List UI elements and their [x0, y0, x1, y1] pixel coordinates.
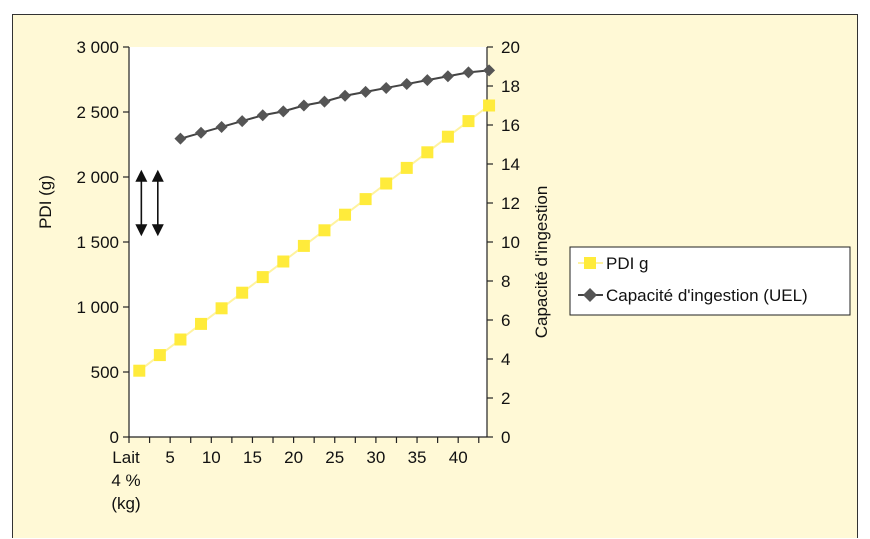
pdi-point — [297, 239, 310, 252]
left-tick-label: 3 000 — [76, 38, 119, 57]
capacity-point — [195, 126, 208, 139]
legend-marker-pdi — [584, 257, 596, 269]
pdi-point — [277, 255, 290, 268]
double-arrow-head-down — [151, 224, 164, 237]
x-tick-label: 25 — [325, 448, 344, 467]
left-tick-label: 500 — [91, 363, 119, 382]
x-tick-label: 15 — [243, 448, 262, 467]
right-tick-label: 10 — [501, 233, 520, 252]
x-axis-title-line: 4 % — [111, 471, 140, 490]
double-arrow-head-down — [135, 224, 148, 237]
capacity-point — [400, 78, 413, 91]
right-tick-label: 16 — [501, 116, 520, 135]
pdi-point — [483, 99, 496, 112]
x-tick-label: 30 — [366, 448, 385, 467]
pdi-point — [174, 333, 187, 346]
right-tick-label: 14 — [501, 155, 520, 174]
pdi-point — [256, 271, 269, 284]
right-tick-label: 6 — [501, 311, 510, 330]
capacity-point — [441, 70, 454, 83]
capacity-point — [174, 132, 187, 145]
left-tick-label: 1 000 — [76, 298, 119, 317]
capacity-point — [236, 115, 249, 128]
double-arrow-head-up — [151, 169, 164, 182]
capacity-point — [297, 99, 310, 112]
pdi-point — [236, 286, 249, 299]
series-line-1 — [180, 69, 490, 140]
pdi-point — [359, 193, 372, 206]
x-tick-label: 10 — [202, 448, 221, 467]
pdi-point — [153, 349, 166, 362]
right-axis-title: Capacité d'ingestion — [532, 186, 551, 339]
series-layer — [133, 64, 496, 377]
chart-svg: 0 500 1 000 1 500 2 000 2 500 3 000 0 2 4 6 8 10 12 14… — [36, 38, 851, 513]
right-tick-label: 20 — [501, 38, 520, 57]
left-axis-title: PDI (g) — [36, 175, 55, 229]
x-tick-label: 5 — [165, 448, 174, 467]
chart-frame: 0 500 1 000 1 500 2 000 2 500 3 000 0 2 4 6 8 10 12 14… — [12, 14, 858, 538]
capacity-point — [380, 81, 393, 94]
pdi-point — [195, 317, 208, 330]
x-tick-label: 35 — [408, 448, 427, 467]
capacity-point — [359, 85, 372, 98]
pdi-point — [215, 302, 228, 315]
pdi-point — [318, 224, 331, 237]
right-tick-label: 4 — [501, 350, 510, 369]
legend-label-capacity: Capacité d'ingestion (UEL) — [606, 286, 808, 305]
pdi-point — [133, 364, 146, 377]
pdi-point — [339, 208, 352, 221]
x-tick-label: 20 — [284, 448, 303, 467]
legend-label-pdi: PDI g — [606, 254, 649, 273]
x-axis-title-line: (kg) — [111, 494, 140, 513]
legend-box — [569, 246, 851, 316]
right-tick-label: 8 — [501, 272, 510, 291]
right-tick-label: 18 — [501, 77, 520, 96]
pdi-point — [400, 161, 413, 174]
x-tick-label: 40 — [449, 448, 468, 467]
right-tick-label: 0 — [501, 428, 510, 447]
axes-layer: 0 500 1 000 1 500 2 000 2 500 3 000 0 2 4 6 8 10 12 14… — [36, 38, 551, 513]
pdi-point — [462, 115, 475, 128]
left-tick-label: 0 — [110, 428, 119, 447]
capacity-point — [483, 64, 496, 77]
x-axis-title-line: Lait — [112, 448, 140, 467]
left-tick-label: 2 500 — [76, 103, 119, 122]
left-tick-label: 2 000 — [76, 168, 119, 187]
legend: PDI g Capacité d'ingestion (UEL) — [569, 246, 851, 316]
pdi-point — [421, 146, 434, 159]
right-tick-label: 2 — [501, 389, 510, 408]
annotations-layer — [135, 169, 164, 237]
right-tick-label: 12 — [501, 194, 520, 213]
capacity-point — [277, 105, 290, 118]
capacity-point — [339, 89, 352, 102]
pdi-point — [441, 130, 454, 143]
capacity-point — [421, 74, 434, 87]
pdi-point — [380, 177, 393, 190]
capacity-point — [318, 95, 331, 108]
legend-marker-capacity — [583, 288, 597, 302]
capacity-point — [256, 109, 269, 122]
left-tick-label: 1 500 — [76, 233, 119, 252]
double-arrow-head-up — [135, 169, 148, 182]
capacity-point — [462, 66, 475, 79]
capacity-point — [215, 120, 228, 133]
